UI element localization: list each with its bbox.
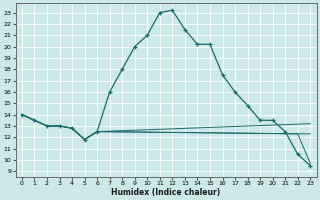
- X-axis label: Humidex (Indice chaleur): Humidex (Indice chaleur): [111, 188, 221, 197]
